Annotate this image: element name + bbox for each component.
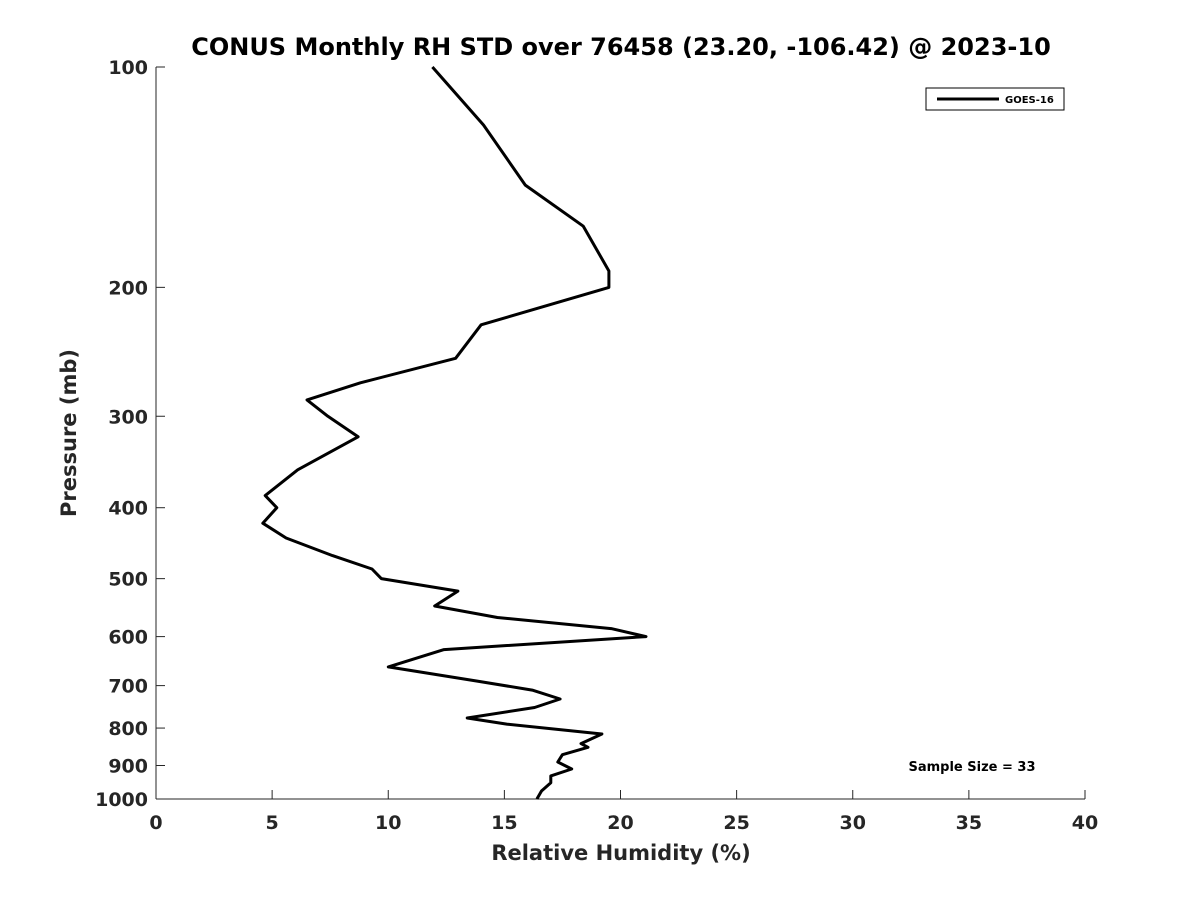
y-tick-label: 400 (108, 498, 148, 520)
y-tick-label: 600 (108, 627, 148, 649)
x-tick-label: 0 (149, 812, 162, 834)
y-tick-label: 300 (108, 406, 148, 428)
y-tick-label: 900 (108, 756, 148, 778)
sample-size-annotation: Sample Size = 33 (908, 760, 1035, 775)
x-tick-label: 5 (266, 812, 279, 834)
x-tick-label: 30 (840, 812, 866, 834)
x-tick-label: 15 (491, 812, 517, 834)
y-tick-label: 500 (108, 569, 148, 591)
legend: GOES-16 (925, 87, 1065, 111)
y-tick-label: 200 (108, 277, 148, 299)
series-line-goes-16 (261, 66, 648, 800)
axes (155, 67, 1085, 800)
chart-title: CONUS Monthly RH STD over 76458 (23.20, … (191, 33, 1051, 61)
legend-label: GOES-16 (1005, 95, 1054, 106)
y-tick-label: 100 (108, 57, 148, 79)
y-axis-label: Pressure (mb) (57, 349, 81, 517)
x-tick-label: 10 (375, 812, 401, 834)
y-tick-label: 800 (108, 718, 148, 740)
plot-series (261, 66, 648, 800)
x-tick-label: 40 (1072, 812, 1098, 834)
x-axis-label: Relative Humidity (%) (491, 841, 750, 865)
x-tick-label: 20 (607, 812, 633, 834)
y-tick-label: 700 (108, 676, 148, 698)
ticks: 0 5 10 15 20 25 30 35 40 100 200 300 400 500 600 700 800… (95, 57, 1098, 834)
y-tick-label: 1000 (95, 789, 148, 811)
x-tick-label: 25 (723, 812, 749, 834)
x-tick-label: 35 (956, 812, 982, 834)
